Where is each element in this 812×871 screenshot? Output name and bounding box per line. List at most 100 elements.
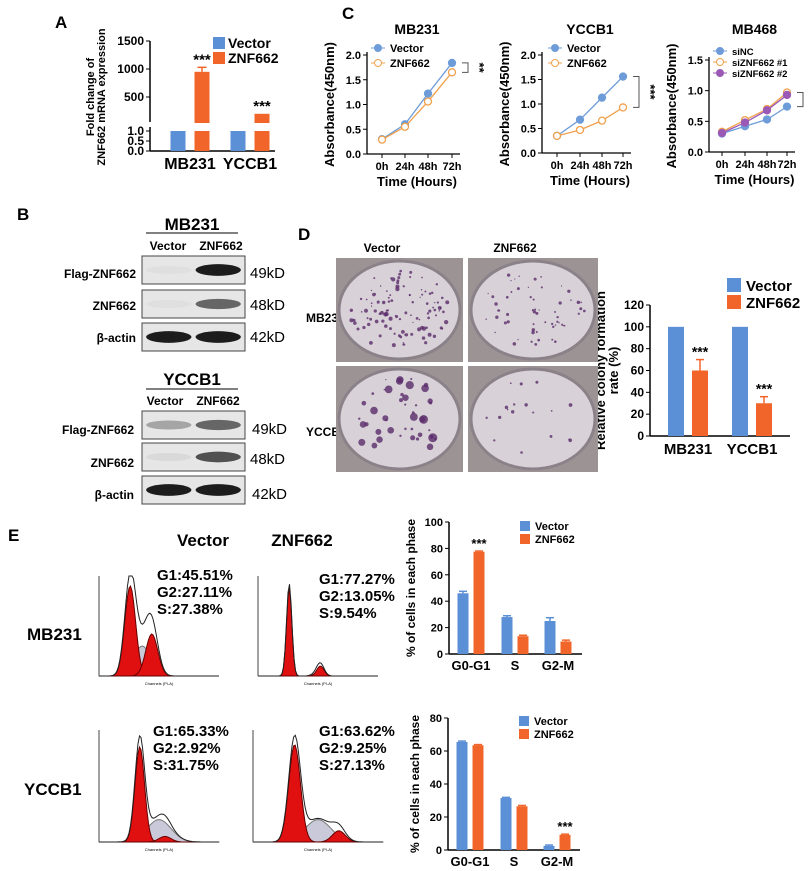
colony bbox=[428, 292, 432, 295]
colony bbox=[424, 341, 428, 345]
bar-vector-g0-g1 bbox=[456, 741, 468, 850]
blot-row-label: β-actin bbox=[95, 488, 134, 502]
colony bbox=[399, 434, 402, 438]
blot-size-label: 48kD bbox=[250, 451, 285, 468]
colony bbox=[432, 306, 435, 309]
blot-size-label: 48kD bbox=[250, 297, 285, 314]
y-tick-label: 1500 bbox=[117, 34, 144, 48]
colony bbox=[436, 301, 439, 304]
colony bbox=[427, 332, 432, 337]
colony bbox=[397, 276, 401, 280]
colony bbox=[438, 309, 441, 312]
colony bbox=[537, 338, 541, 342]
total-fit-line bbox=[99, 575, 219, 677]
colony bbox=[349, 308, 354, 312]
colony bbox=[410, 332, 414, 336]
colony bbox=[366, 317, 369, 320]
colony bbox=[504, 405, 509, 410]
colony bbox=[359, 297, 363, 301]
colony bbox=[556, 320, 559, 323]
colony bbox=[415, 437, 420, 441]
hist-axis-label: Channels (PI-A) bbox=[145, 847, 174, 852]
colony bbox=[402, 342, 405, 344]
bar-znf662-g0-g1 bbox=[472, 745, 484, 850]
series-line bbox=[556, 76, 624, 137]
y-tick-label: 1.5 bbox=[346, 75, 361, 87]
y-tick-label: 0.5 bbox=[521, 124, 536, 136]
colony bbox=[549, 434, 553, 438]
colony bbox=[497, 309, 500, 312]
colony bbox=[410, 377, 413, 381]
colony bbox=[535, 311, 539, 315]
total-fit-line bbox=[253, 734, 383, 843]
colony bbox=[404, 403, 407, 406]
colony bbox=[579, 307, 583, 311]
flow-row-label: YCCB1 bbox=[24, 780, 82, 799]
colony bbox=[401, 329, 405, 334]
colony bbox=[404, 311, 408, 315]
panel-label-b: B bbox=[17, 205, 29, 224]
data-point bbox=[717, 128, 727, 138]
colony bbox=[560, 285, 563, 287]
hist-axis-label: Channels (PI-A) bbox=[304, 847, 333, 852]
colony bbox=[510, 291, 513, 293]
significance-label: *** bbox=[471, 536, 487, 551]
colony bbox=[552, 325, 555, 329]
flow-histogram-yccb1-znf662: Channels (PI-A) bbox=[252, 730, 383, 852]
colony bbox=[359, 421, 367, 428]
flow-column-label: ZNF662 bbox=[271, 531, 332, 550]
colony bbox=[428, 429, 431, 432]
bar-znf662-g2-m bbox=[560, 641, 572, 654]
blot-title: MB231 bbox=[165, 215, 220, 234]
series-line bbox=[381, 71, 453, 141]
y-tick-label: 0.0 bbox=[127, 144, 144, 158]
colony bbox=[387, 426, 395, 434]
legend-marker bbox=[551, 44, 559, 52]
y-tick-label: 60 bbox=[431, 570, 443, 582]
y-tick-label: 40 bbox=[431, 596, 443, 608]
colony bbox=[403, 343, 406, 346]
colony bbox=[408, 293, 411, 297]
colony bbox=[384, 385, 393, 394]
colony bbox=[428, 433, 438, 443]
colony bbox=[387, 296, 390, 299]
significance-label: *** bbox=[756, 381, 773, 397]
colony bbox=[532, 298, 535, 301]
chart-title: MB468 bbox=[732, 21, 777, 37]
colony bbox=[385, 290, 388, 292]
colony bbox=[531, 309, 535, 312]
colony bbox=[577, 312, 580, 315]
colony bbox=[393, 332, 396, 335]
y-tick-label: 100 bbox=[624, 320, 644, 334]
blot-actin-yccb1 bbox=[141, 475, 246, 505]
culture-dish bbox=[337, 259, 462, 361]
y-axis-label: Absorbance(450nm) bbox=[497, 42, 512, 167]
hist-axis-label: Channels (PI-A) bbox=[304, 681, 333, 686]
legend-marker bbox=[716, 58, 724, 66]
legend-marker bbox=[716, 69, 724, 77]
protein-band bbox=[146, 452, 192, 462]
y-tick-label: 500 bbox=[124, 90, 144, 104]
colony bbox=[576, 300, 581, 305]
colony bbox=[506, 273, 511, 277]
legend-marker bbox=[551, 59, 559, 67]
protein-band bbox=[146, 266, 191, 274]
data-point bbox=[618, 72, 628, 81]
colony bbox=[384, 311, 389, 317]
protein-band bbox=[146, 331, 192, 343]
series-line bbox=[556, 106, 624, 137]
data-point bbox=[597, 93, 607, 102]
bar-upper-znf662-yccb1 bbox=[254, 113, 270, 123]
significance-label: *** bbox=[643, 84, 658, 100]
flow-column-label: Vector bbox=[177, 531, 229, 550]
colony bbox=[409, 270, 413, 274]
colony bbox=[371, 442, 378, 449]
western-blot-mb231: MB231 Vector ZNF662 Flag-ZNF662 ZNF662 β… bbox=[64, 215, 285, 346]
colony bbox=[563, 324, 566, 327]
data-point bbox=[575, 115, 585, 124]
colony bbox=[404, 333, 409, 337]
colony bbox=[550, 322, 554, 326]
